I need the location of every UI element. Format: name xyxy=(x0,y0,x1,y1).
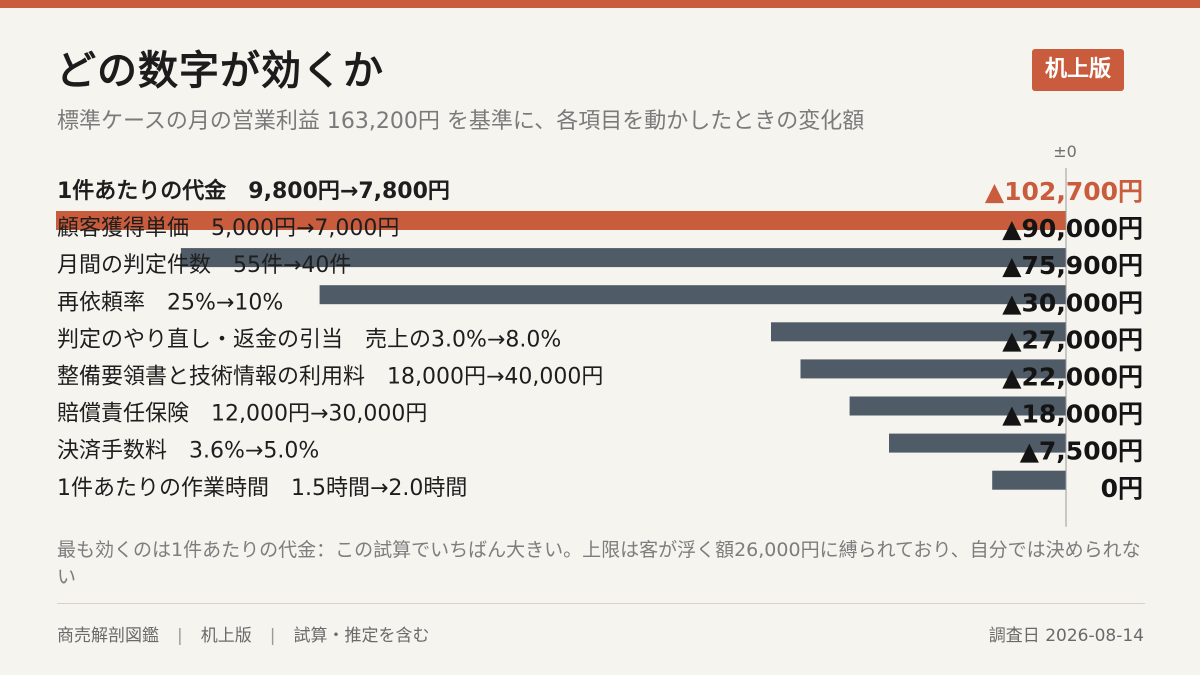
value-label-1: ▲102,700円 xyxy=(985,177,1143,206)
row-label-6: 整備要領書と技術情報の利用料 18,000円→40,000円 xyxy=(57,365,603,390)
footer-separator: | xyxy=(269,626,276,646)
value-label-5: ▲27,000円 xyxy=(1002,325,1143,354)
bar-7 xyxy=(889,433,1066,453)
value-label-2: ▲90,000円 xyxy=(1002,214,1143,243)
footer-divider xyxy=(57,603,1145,604)
value-label-4: ▲30,000円 xyxy=(1002,288,1143,317)
bar-5 xyxy=(800,359,1066,379)
row-label-5: 判定のやり直し・返金の引当 売上の3.0%→8.0% xyxy=(57,327,561,352)
value-label-8: ▲7,500円 xyxy=(1020,437,1143,466)
value-label-6: ▲22,000円 xyxy=(1002,363,1143,392)
bar-1 xyxy=(56,211,1066,230)
value-label-3: ▲75,900円 xyxy=(1002,251,1143,280)
row-label-3: 月間の判定件数 55件→40件 xyxy=(57,253,351,278)
edition-badge: 机上版 xyxy=(1031,49,1124,91)
bar-8 xyxy=(992,470,1066,490)
bar-6 xyxy=(849,396,1066,416)
value-label-7: ▲18,000円 xyxy=(1002,400,1143,429)
row-label-8: 決済手数料 3.6%→5.0% xyxy=(57,439,319,464)
footer-source: 商売解剖図鑑 xyxy=(57,626,159,646)
footer-date: 調査日 2026-08-14 xyxy=(988,626,1144,646)
row-label-1: 1件あたりの代金 9,800円→7,800円 xyxy=(57,178,450,204)
page-title: どの数字が効くか xyxy=(56,48,384,94)
value-label-9: 0円 xyxy=(1101,474,1143,503)
footer-credits: 商売解剖図鑑 | 机上版 | 試算・推定を含む xyxy=(57,621,429,646)
chart-note: 最も効くのは1件あたりの代金：この試算でいちばん大きい。上限は客が浮く額26,0… xyxy=(57,539,1141,588)
top-accent-stripe xyxy=(0,0,1200,8)
bar-4 xyxy=(771,322,1066,342)
footer-separator: | xyxy=(177,626,183,646)
chart-subtitle: 標準ケースの月の営業利益 163,200円 を基準に、各項目を動かしたときの変化… xyxy=(57,109,865,134)
zero-axis-label: ±0 xyxy=(1053,142,1077,161)
bar-3 xyxy=(319,285,1067,305)
footer-edition: 机上版 xyxy=(200,626,252,646)
row-label-4: 再依頼率 25%→10% xyxy=(57,290,283,315)
bar-2 xyxy=(180,248,1066,268)
row-label-9: 1件あたりの作業時間 1.5時間→2.0時間 xyxy=(57,476,467,501)
row-label-2: 顧客獲得単価 5,000円→7,000円 xyxy=(57,216,399,241)
row-label-7: 賠償責任保険 12,000円→30,000円 xyxy=(57,402,427,427)
footer-disclaimer: 試算・推定を含む xyxy=(293,626,430,646)
